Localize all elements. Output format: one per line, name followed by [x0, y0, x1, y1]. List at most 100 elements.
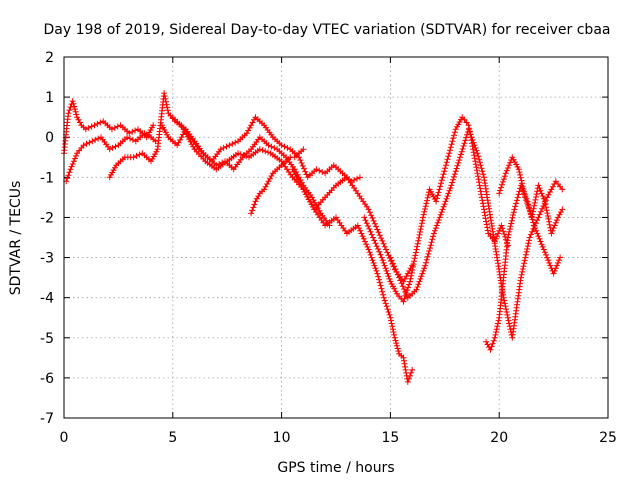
data-point-marker: [435, 217, 442, 224]
data-point-marker: [436, 186, 443, 193]
data-point-marker: [372, 265, 379, 272]
data-point-marker: [368, 212, 375, 219]
data-point-marker: [443, 195, 450, 202]
data-point-marker: [265, 142, 272, 149]
data-point-marker: [65, 110, 72, 117]
data-point-marker: [397, 277, 404, 284]
data-point-marker: [391, 334, 398, 341]
data-point-marker: [550, 225, 557, 232]
data-point-marker: [373, 243, 380, 250]
data-point-marker: [109, 144, 116, 151]
data-point-marker: [246, 124, 253, 131]
data-point-marker: [65, 172, 72, 179]
data-point-marker: [232, 139, 239, 146]
data-point-marker: [518, 177, 525, 184]
data-point-marker: [414, 243, 421, 250]
data-point-marker: [521, 260, 528, 267]
data-point-marker: [388, 320, 395, 327]
data-point-marker: [380, 240, 387, 247]
data-point-marker: [382, 300, 389, 307]
data-point-marker: [391, 263, 398, 270]
data-point-marker: [356, 174, 363, 181]
data-point-marker: [510, 209, 517, 216]
data-point-marker: [415, 237, 422, 244]
data-point-marker: [471, 155, 478, 162]
data-point-marker: [476, 156, 483, 163]
data-point-marker: [537, 238, 544, 245]
data-point-marker: [493, 326, 500, 333]
data-point-marker: [498, 222, 505, 229]
data-point-marker: [541, 198, 548, 205]
data-point-marker: [378, 285, 385, 292]
data-point-marker: [529, 228, 536, 235]
data-point-marker: [439, 206, 446, 213]
data-point-marker: [174, 142, 181, 149]
data-point-marker: [533, 194, 539, 200]
data-point-marker: [80, 142, 87, 149]
data-point-marker: [229, 140, 236, 147]
data-point-marker: [489, 340, 496, 347]
data-point-marker: [455, 159, 462, 166]
data-point-marker: [499, 178, 506, 185]
data-point-marker: [524, 243, 531, 250]
data-point-marker: [129, 128, 136, 135]
data-point-marker: [460, 143, 467, 149]
data-point-marker: [408, 269, 415, 276]
data-point-marker: [468, 134, 475, 141]
data-point-marker: [235, 150, 242, 157]
data-point-marker: [161, 90, 168, 97]
data-point-marker: [549, 227, 556, 234]
data-point-marker: [392, 266, 399, 272]
x-tick-label: 0: [60, 430, 69, 446]
data-point-marker: [478, 191, 485, 198]
data-point-marker: [508, 220, 515, 227]
data-point-marker: [86, 139, 93, 146]
data-point-marker: [363, 241, 370, 248]
data-point-marker: [547, 262, 554, 269]
data-point-marker: [85, 124, 92, 131]
data-point-marker: [436, 214, 443, 221]
data-point-marker: [531, 202, 538, 209]
data-point-marker: [500, 176, 507, 183]
data-point-marker: [423, 259, 429, 266]
data-point-marker: [267, 175, 273, 182]
data-point-marker: [126, 130, 133, 137]
data-point-marker: [376, 279, 383, 286]
data-point-marker: [503, 306, 509, 313]
data-point-marker: [550, 270, 557, 277]
data-point-marker: [410, 261, 417, 268]
data-point-marker: [368, 254, 375, 261]
data-point-marker: [515, 191, 522, 198]
data-point-marker: [477, 162, 484, 169]
data-point-marker: [490, 337, 497, 344]
data-point-marker: [366, 209, 373, 216]
data-point-marker: [546, 221, 553, 228]
data-point-marker: [452, 168, 459, 175]
data-point-marker: [476, 182, 483, 189]
data-point-marker: [358, 230, 365, 237]
data-point-marker: [438, 180, 444, 187]
y-axis-label: SDTVAR / TECUs: [8, 181, 24, 296]
data-point-marker: [457, 154, 463, 161]
data-point-marker: [71, 155, 78, 162]
data-point-marker: [161, 93, 168, 99]
data-point-marker: [237, 151, 244, 158]
data-point-marker: [510, 212, 517, 218]
data-point-marker: [423, 200, 430, 207]
data-point-marker: [379, 288, 386, 295]
data-point-marker: [506, 162, 512, 169]
data-point-marker: [415, 281, 422, 288]
data-point-marker: [383, 303, 390, 310]
data-point-marker: [377, 282, 384, 289]
data-point-marker: [518, 271, 525, 278]
data-point-marker: [378, 254, 385, 261]
data-point-marker: [467, 131, 474, 138]
data-point-marker: [509, 214, 516, 221]
data-point-marker: [67, 104, 74, 111]
x-tick-labels: 0 5 10 15 20 25: [60, 430, 617, 446]
data-point-marker: [268, 143, 275, 150]
y-tick-label: 0: [45, 130, 54, 146]
data-point-marker: [389, 326, 396, 333]
data-point-marker: [495, 317, 502, 324]
data-point-marker: [456, 157, 463, 164]
